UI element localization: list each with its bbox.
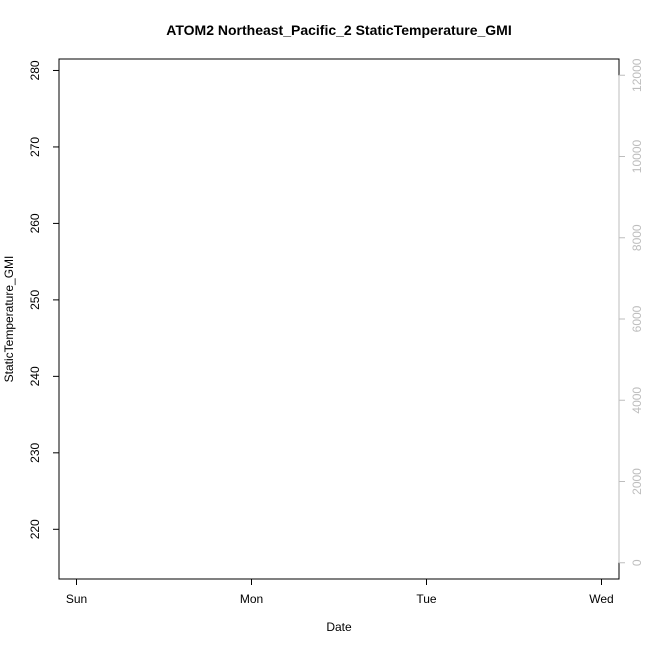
plot-frame <box>58 58 620 580</box>
y-tick-label: 280 <box>28 60 42 80</box>
y-tick-label: 240 <box>28 366 42 386</box>
right-y-axis: 0 2000 4000 6000 8000 10000 12000 <box>618 58 644 566</box>
y2-tick-label: 12000 <box>630 58 644 92</box>
x-tick-label: Mon <box>240 592 263 606</box>
y-tick-label: 220 <box>28 519 42 539</box>
y-tick-label: 260 <box>28 213 42 233</box>
y-tick-label: 230 <box>28 442 42 462</box>
y2-tick-label: 8000 <box>630 224 644 251</box>
x-axis-label: Date <box>326 620 352 634</box>
x-axis: Sun Mon Tue Wed <box>66 578 614 606</box>
left-y-axis: 220 230 240 250 260 270 280 <box>28 60 60 539</box>
chart-title: ATOM2 Northeast_Pacific_2 StaticTemperat… <box>166 22 511 38</box>
y2-tick-label: 2000 <box>630 468 644 495</box>
y-axis-label: StaticTemperature_GMI <box>2 256 16 383</box>
y2-tick-label: 0 <box>630 559 644 566</box>
x-tick-label: Sun <box>66 592 87 606</box>
x-tick-label: Wed <box>589 592 613 606</box>
y2-tick-label: 4000 <box>630 387 644 414</box>
y-tick-label: 270 <box>28 137 42 157</box>
y2-tick-label: 6000 <box>630 305 644 332</box>
x-tick-label: Tue <box>416 592 437 606</box>
y-tick-label: 250 <box>28 290 42 310</box>
y2-tick-label: 10000 <box>630 139 644 173</box>
